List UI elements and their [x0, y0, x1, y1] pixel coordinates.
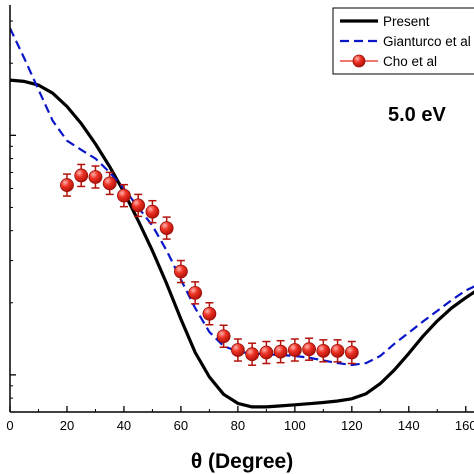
- data-point-cho-et-al: [216, 324, 231, 348]
- data-point-cho-et-al: [117, 183, 131, 208]
- data-point-cho-et-al: [316, 339, 331, 363]
- data-point-cho-et-al: [259, 340, 274, 365]
- data-point-cho-et-al: [102, 171, 117, 196]
- legend-label: Present: [383, 14, 430, 29]
- series-layer: [10, 27, 474, 409]
- legend: Present Gianturco et al Cho et al: [332, 7, 474, 75]
- x-tick-label: 80: [231, 418, 245, 433]
- axes: 0 20 40 60 80 100 120 140 160: [6, 5, 474, 433]
- x-tick-label: 160: [455, 418, 474, 433]
- x-tick-label: 60: [174, 418, 188, 433]
- legend-entry-gianturco-et-al: Gianturco et al: [340, 34, 471, 49]
- data-point-cho-et-al: [145, 199, 160, 224]
- data-point-cho-et-al: [330, 339, 345, 363]
- data-point-cho-et-al: [344, 340, 359, 365]
- energy-annotation: 5.0 eV: [388, 104, 446, 126]
- legend-label: Gianturco et al: [383, 34, 471, 49]
- x-tick-label: 120: [341, 418, 363, 433]
- x-axis-title: θ (Degree): [191, 450, 293, 473]
- series-line-present: [10, 78, 474, 409]
- legend-label: Cho et al: [383, 54, 437, 69]
- data-point-cho-et-al: [230, 338, 245, 362]
- x-tick-label: 140: [398, 418, 420, 433]
- data-point-cho-et-al: [74, 163, 89, 188]
- x-tick-label: 0: [6, 418, 13, 433]
- data-point-cho-et-al: [287, 338, 302, 362]
- data-point-cho-et-al: [273, 339, 288, 364]
- series-line-gianturco-et-al: [10, 27, 474, 367]
- data-point-cho-et-al: [245, 342, 260, 366]
- x-tick-label: 20: [60, 418, 74, 433]
- legend-entry-present: Present: [340, 14, 430, 29]
- data-point-cho-et-al: [188, 281, 203, 305]
- data-point-cho-et-al: [88, 165, 103, 189]
- x-tick-label: 40: [117, 418, 131, 433]
- legend-entry-cho-et-al: Cho et al: [340, 54, 437, 69]
- data-point-cho-et-al: [60, 173, 74, 197]
- data-point-cho-et-al: [202, 301, 217, 326]
- plot-area: [10, 27, 474, 409]
- data-point-cho-et-al: [131, 193, 146, 218]
- x-tick-label: 100: [284, 418, 306, 433]
- data-point-cho-et-al: [302, 337, 316, 361]
- data-point-cho-et-al: [159, 216, 174, 240]
- data-point-cho-et-al: [174, 259, 188, 284]
